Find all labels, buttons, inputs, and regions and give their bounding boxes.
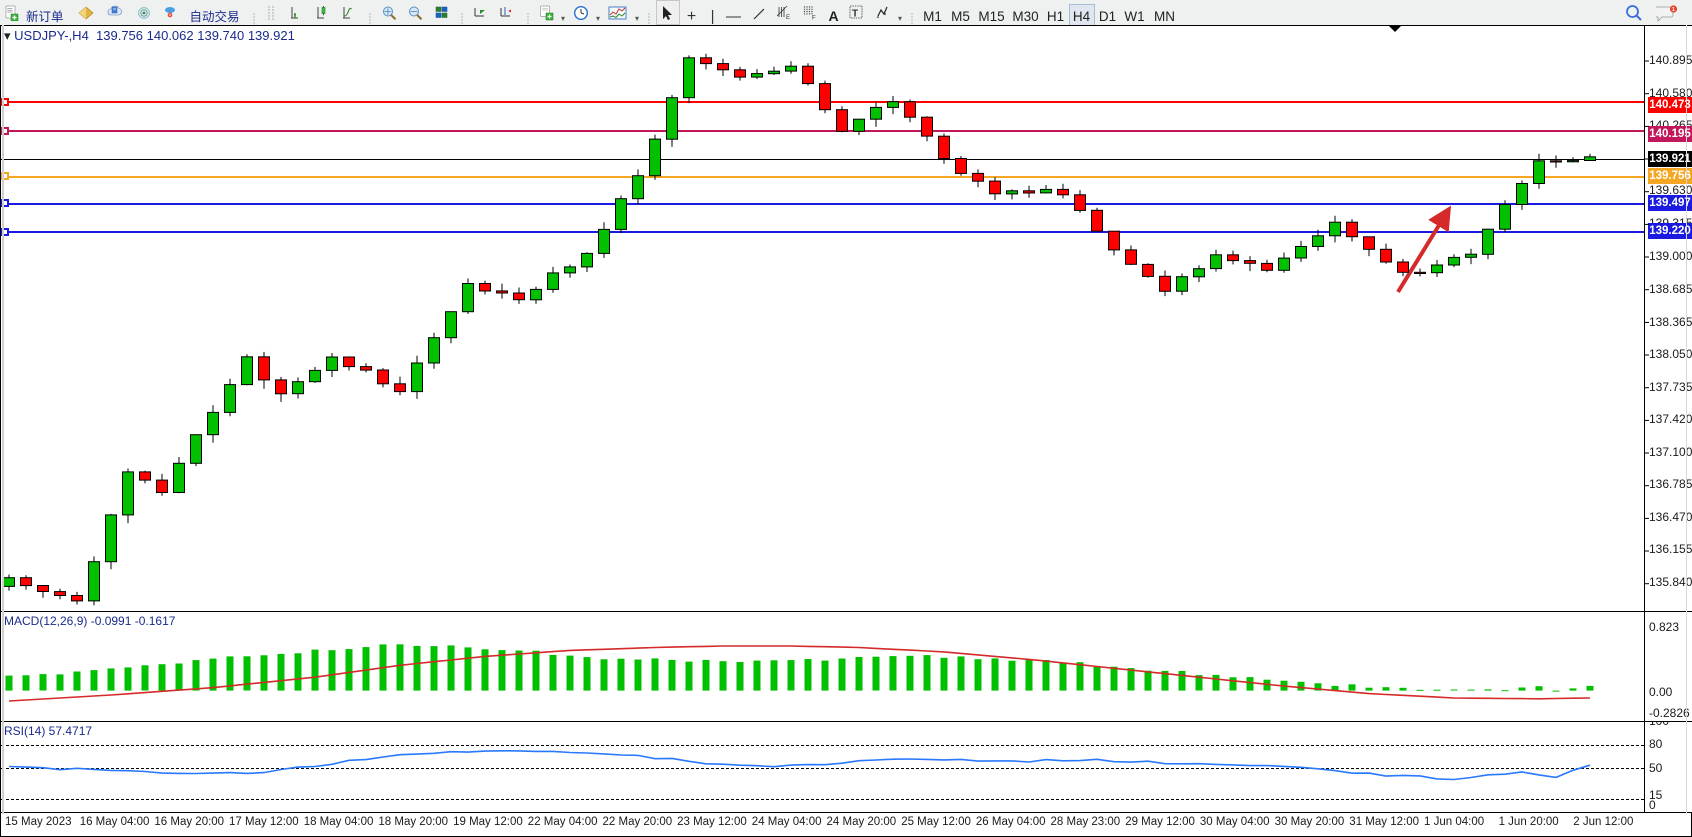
svg-text:T: T <box>852 8 858 19</box>
svg-text:F: F <box>812 15 816 21</box>
svg-text:E: E <box>786 15 790 21</box>
svg-text:1: 1 <box>1672 7 1675 13</box>
